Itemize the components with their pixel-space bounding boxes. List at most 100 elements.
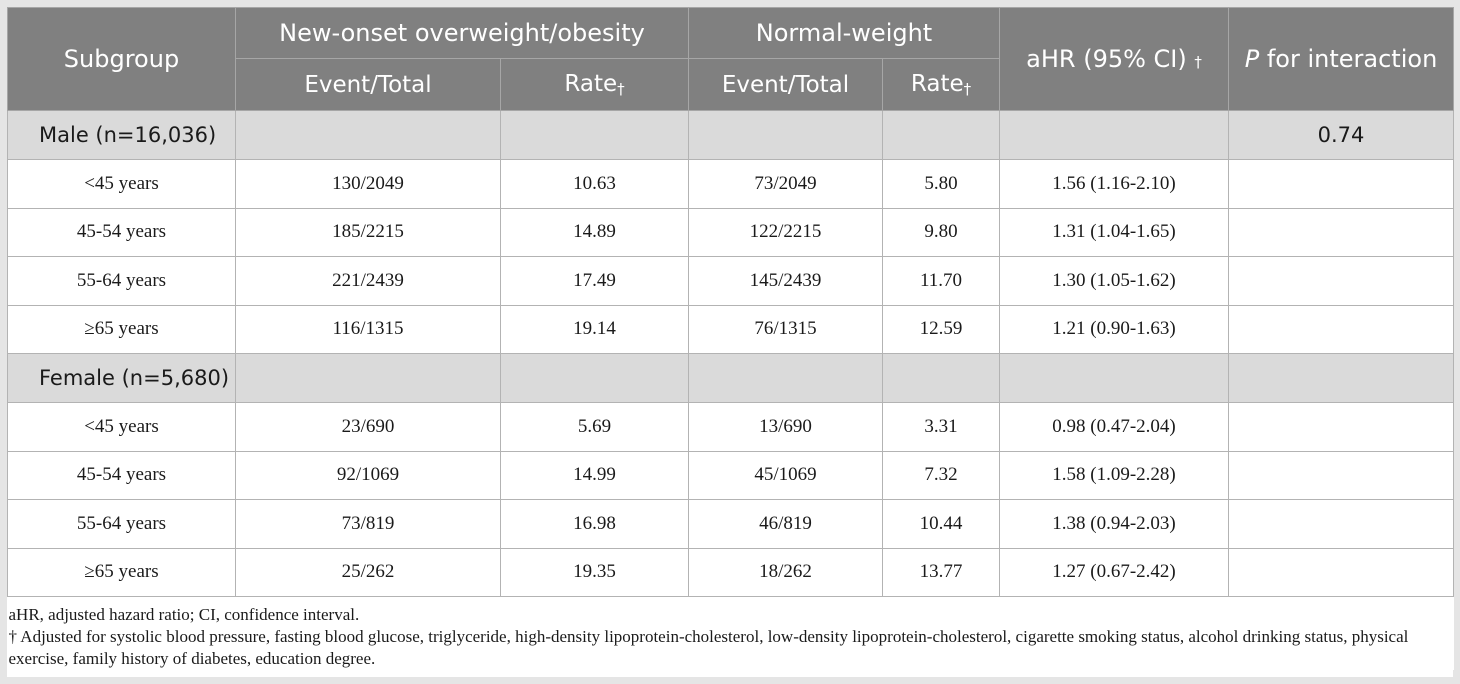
table-row: <45 years 23/690 5.69 13/690 3.31 0.98 (… xyxy=(7,402,1455,452)
p-cell xyxy=(1228,207,1455,257)
table-row: 55-64 years 221/2439 17.49 145/2439 11.7… xyxy=(7,256,1455,306)
ow-event-cell: 92/1069 xyxy=(235,450,501,500)
nw-rate-cell: 5.80 xyxy=(881,159,1001,209)
nw-event-cell: 73/2049 xyxy=(688,159,883,209)
header-ow-event-total: Event/Total xyxy=(235,58,501,111)
p-cell xyxy=(1228,450,1455,500)
ow-event-cell: 130/2049 xyxy=(235,159,501,209)
header-p-rest: for interaction xyxy=(1259,45,1438,73)
header-ow-rate-dagger: † xyxy=(617,80,625,98)
ahr-cell: 0.98 (0.47-2.04) xyxy=(999,402,1230,452)
table-row: ≥65 years 116/1315 19.14 76/1315 12.59 1… xyxy=(7,304,1455,354)
p-cell xyxy=(1228,159,1455,209)
ow-rate-cell: 5.69 xyxy=(500,402,689,452)
ow-rate-cell: 14.99 xyxy=(500,450,689,500)
table-body: Male (n=16,036) 0.74 <45 years 130/2049 … xyxy=(7,110,1455,597)
group-empty-cell xyxy=(500,353,689,403)
header-new-onset: New-onset overweight/obesity xyxy=(235,7,689,59)
ow-rate-cell: 14.89 xyxy=(500,207,689,257)
ow-event-cell: 23/690 xyxy=(235,402,501,452)
nw-event-cell: 13/690 xyxy=(688,402,883,452)
nw-event-cell: 46/819 xyxy=(688,499,883,549)
age-cell: <45 years xyxy=(7,159,236,209)
group-row-male: Male (n=16,036) 0.74 xyxy=(7,110,1455,160)
table-frame: Subgroup New-onset overweight/obesity No… xyxy=(7,7,1455,677)
ow-event-cell: 25/262 xyxy=(235,547,501,597)
table-row: 45-54 years 92/1069 14.99 45/1069 7.32 1… xyxy=(7,450,1455,500)
p-cell xyxy=(1228,499,1455,549)
header-normal-weight: Normal-weight xyxy=(687,7,1001,59)
ow-rate-cell: 10.63 xyxy=(500,159,689,209)
ow-event-cell: 116/1315 xyxy=(235,304,501,354)
p-cell xyxy=(1228,402,1455,452)
group-empty-cell xyxy=(688,353,883,403)
ow-event-cell: 185/2215 xyxy=(235,207,501,257)
group-empty-cell xyxy=(235,353,501,403)
nw-event-cell: 122/2215 xyxy=(688,207,883,257)
p-interaction-value xyxy=(1228,353,1455,403)
age-cell: 45-54 years xyxy=(7,207,236,257)
age-cell: 55-64 years xyxy=(7,256,236,306)
ow-event-cell: 221/2439 xyxy=(235,256,501,306)
header-nw-rate-label: Rate xyxy=(910,71,964,97)
table-row: 45-54 years 185/2215 14.89 122/2215 9.80… xyxy=(7,207,1455,257)
nw-rate-cell: 10.44 xyxy=(881,499,1001,549)
nw-rate-cell: 3.31 xyxy=(881,402,1001,452)
age-cell: ≥65 years xyxy=(7,304,236,354)
age-cell: 55-64 years xyxy=(7,499,236,549)
group-empty-cell xyxy=(235,110,501,160)
ahr-cell: 1.56 (1.16-2.10) xyxy=(999,159,1230,209)
age-cell: 45-54 years xyxy=(7,450,236,500)
header-subgroup: Subgroup xyxy=(7,7,236,111)
ahr-cell: 1.38 (0.94-2.03) xyxy=(999,499,1230,549)
table-row: ≥65 years 25/262 19.35 18/262 13.77 1.27… xyxy=(7,547,1455,597)
group-empty-cell xyxy=(500,110,689,160)
ow-rate-cell: 19.14 xyxy=(500,304,689,354)
header-ahr: aHR (95% CI) † xyxy=(999,7,1230,111)
footnote-abbreviations: aHR, adjusted hazard ratio; CI, confiden… xyxy=(8,605,360,624)
nw-rate-cell: 13.77 xyxy=(881,547,1001,597)
ahr-cell: 1.21 (0.90-1.63) xyxy=(999,304,1230,354)
group-row-female: Female (n=5,680) xyxy=(7,353,1455,403)
ow-event-cell: 73/819 xyxy=(235,499,501,549)
group-empty-cell xyxy=(688,110,883,160)
subgroup-table: Subgroup New-onset overweight/obesity No… xyxy=(7,7,1455,670)
ahr-cell: 1.58 (1.09-2.28) xyxy=(999,450,1230,500)
p-cell xyxy=(1228,304,1455,354)
group-label: Female (n=5,680) xyxy=(7,353,236,403)
footnote-adjusted: † Adjusted for systolic blood pressure, … xyxy=(8,627,1409,668)
p-cell xyxy=(1228,256,1455,306)
nw-rate-cell: 12.59 xyxy=(881,304,1001,354)
group-label: Male (n=16,036) xyxy=(7,110,236,160)
footnote-cell: aHR, adjusted hazard ratio; CI, confiden… xyxy=(7,596,1454,670)
age-cell: ≥65 years xyxy=(7,547,236,597)
ow-rate-cell: 16.98 xyxy=(500,499,689,549)
table-row: 55-64 years 73/819 16.98 46/819 10.44 1.… xyxy=(7,499,1455,549)
nw-event-cell: 45/1069 xyxy=(688,450,883,500)
header-p-interaction: P for interaction xyxy=(1228,7,1455,111)
p-cell xyxy=(1228,547,1455,597)
header-p-italic: P xyxy=(1244,45,1260,73)
table-footnotes: aHR, adjusted hazard ratio; CI, confiden… xyxy=(7,596,1454,670)
nw-rate-cell: 11.70 xyxy=(881,256,1001,306)
header-nw-event-total: Event/Total xyxy=(688,58,883,111)
header-nw-rate-dagger: † xyxy=(963,80,972,98)
table-row: <45 years 130/2049 10.63 73/2049 5.80 1.… xyxy=(7,159,1455,209)
group-empty-cell xyxy=(881,353,1001,403)
group-empty-cell xyxy=(999,353,1230,403)
nw-event-cell: 76/1315 xyxy=(688,304,883,354)
header-ow-rate-label: Rate xyxy=(564,71,618,97)
ow-rate-cell: 19.35 xyxy=(500,547,689,597)
nw-rate-cell: 7.32 xyxy=(881,450,1001,500)
group-empty-cell xyxy=(881,110,1001,160)
nw-event-cell: 145/2439 xyxy=(688,256,883,306)
nw-event-cell: 18/262 xyxy=(688,547,883,597)
nw-rate-cell: 9.80 xyxy=(881,207,1001,257)
ahr-cell: 1.30 (1.05-1.62) xyxy=(999,256,1230,306)
ahr-cell: 1.31 (1.04-1.65) xyxy=(999,207,1230,257)
age-cell: <45 years xyxy=(7,402,236,452)
ow-rate-cell: 17.49 xyxy=(500,256,689,306)
header-ow-rate: Rate† xyxy=(500,58,689,111)
header-ahr-dagger: † xyxy=(1194,53,1202,71)
ahr-cell: 1.27 (0.67-2.42) xyxy=(999,547,1230,597)
